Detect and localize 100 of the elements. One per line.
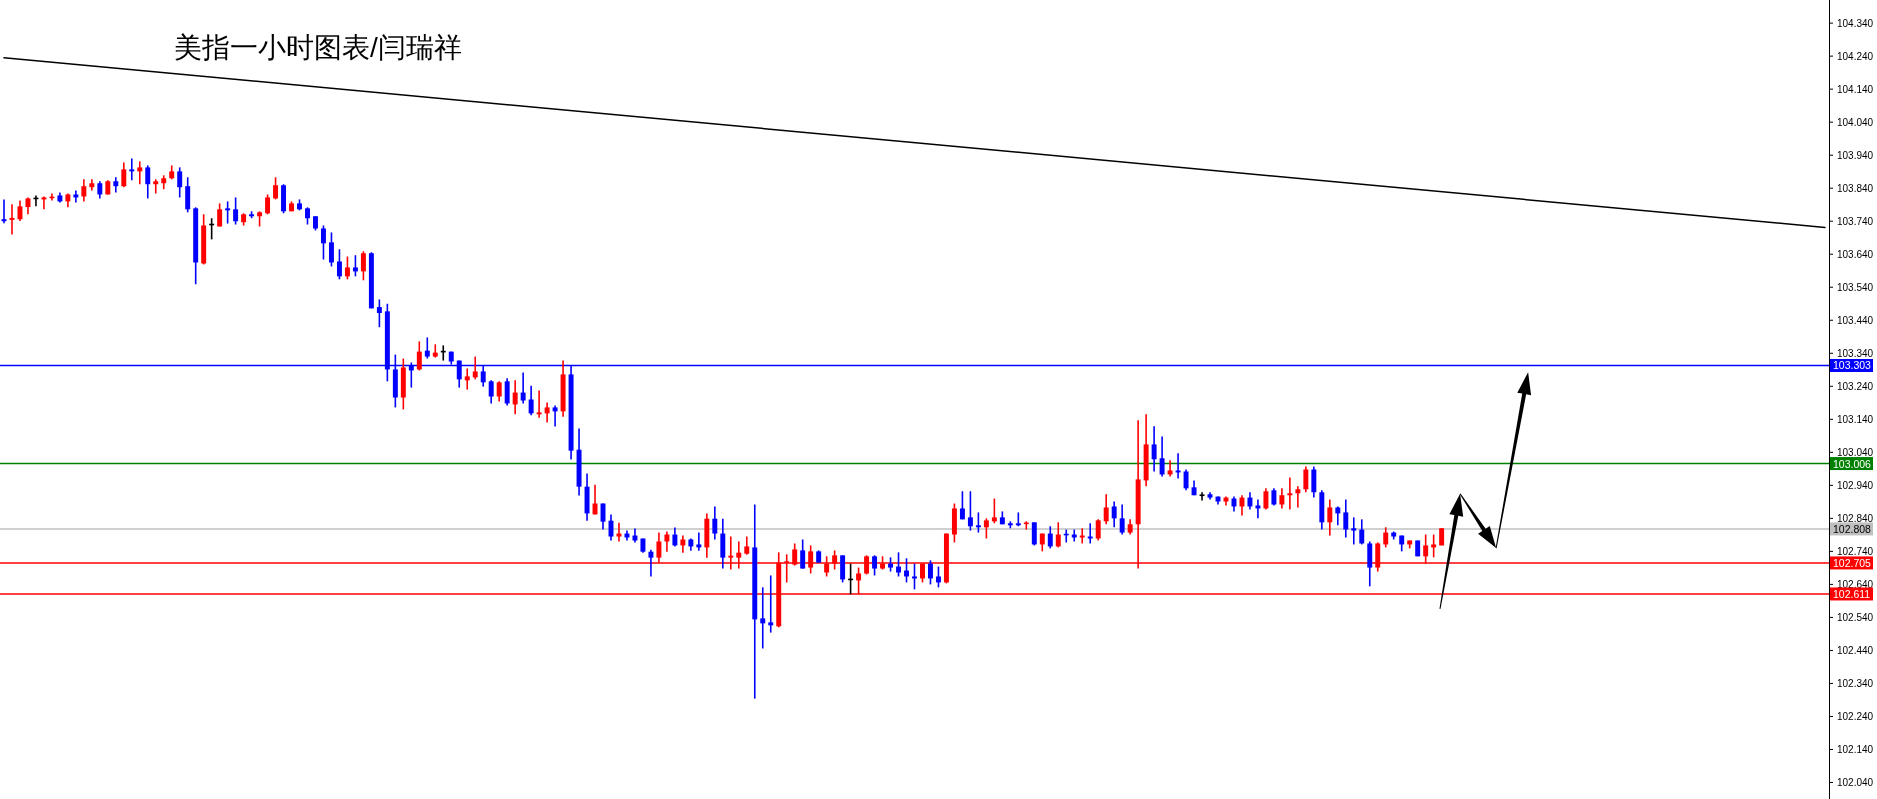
candlestick <box>1111 500 1117 529</box>
candlestick <box>225 200 231 225</box>
candlestick <box>1159 435 1165 478</box>
y-tick-label: 104.040 <box>1837 116 1874 128</box>
candlestick <box>975 511 981 534</box>
y-tick-label: 103.340 <box>1837 347 1874 359</box>
candlestick <box>648 548 654 578</box>
candlestick <box>1335 505 1341 527</box>
y-tick-label: 102.040 <box>1837 776 1874 788</box>
candlestick <box>1351 516 1357 546</box>
candlestick <box>672 526 678 548</box>
candlestick <box>768 574 774 634</box>
y-tick-label: 103.440 <box>1837 314 1874 326</box>
candlestick <box>1031 521 1037 547</box>
candlestick <box>1255 498 1261 520</box>
candlestick <box>1239 494 1245 517</box>
candlestick <box>328 231 334 268</box>
candlestick <box>1287 476 1293 511</box>
candlestick <box>81 178 87 203</box>
candlestick <box>967 490 973 532</box>
y-tick-label: 103.640 <box>1837 248 1874 260</box>
candlestick <box>265 193 271 216</box>
candlestick <box>536 389 542 419</box>
y-tick-label: 102.440 <box>1837 644 1874 656</box>
y-tick-label: 102.640 <box>1837 578 1874 590</box>
candlestick <box>528 384 534 417</box>
candlestick <box>424 336 430 360</box>
candlestick <box>991 497 997 525</box>
candlestick <box>488 379 494 405</box>
candlestick <box>233 196 239 226</box>
y-tick-label: 103.240 <box>1837 380 1874 392</box>
candlestick <box>1198 491 1206 502</box>
candlestick <box>1175 452 1181 480</box>
candlestick <box>376 298 382 328</box>
candlestick <box>872 554 878 577</box>
candlestick <box>137 160 143 186</box>
candlestick <box>1279 487 1285 510</box>
candlestick <box>744 535 750 556</box>
candlestick <box>1151 425 1157 473</box>
y-tick-label: 102.240 <box>1837 710 1874 722</box>
y-tick-label: 103.840 <box>1837 182 1874 194</box>
candlestick <box>983 517 989 540</box>
candlestick <box>472 355 478 381</box>
y-tick-label: 102.140 <box>1837 743 1874 755</box>
candlestick <box>41 195 47 211</box>
ref-line-label: 102.808 <box>1833 522 1872 535</box>
candlestick <box>185 176 191 214</box>
y-tick-label: 102.540 <box>1837 611 1874 623</box>
candlestick <box>1103 493 1109 526</box>
candlestick <box>928 559 933 586</box>
y-tick-label: 102.340 <box>1837 677 1874 689</box>
candlestick <box>360 250 366 282</box>
y-tick-label: 102.940 <box>1837 479 1874 491</box>
candlestick <box>504 377 510 407</box>
candlestick <box>464 367 470 391</box>
y-tick-label: 103.140 <box>1837 413 1874 425</box>
candlestick <box>1119 503 1125 536</box>
candlestick <box>544 401 550 424</box>
candlestick <box>512 379 518 416</box>
candlestick <box>696 531 702 552</box>
y-tick-label: 103.940 <box>1837 149 1874 161</box>
candlestick <box>552 404 558 428</box>
candlestick <box>320 224 326 261</box>
candlestick <box>496 380 502 403</box>
y-tick-label: 103.740 <box>1837 215 1874 227</box>
candlestick <box>416 340 422 372</box>
candlestick <box>1167 459 1173 478</box>
candlestick <box>1343 498 1349 539</box>
candlestick <box>520 371 526 405</box>
ref-line-label: 102.705 <box>1833 556 1872 569</box>
ref-line-label: 103.303 <box>1833 359 1872 372</box>
candlestick <box>352 254 358 278</box>
y-tick-label: 102.740 <box>1837 545 1874 557</box>
candlestick <box>760 586 766 650</box>
candlestick <box>1303 465 1309 494</box>
candlestick <box>177 166 183 199</box>
candlestick <box>1431 533 1437 559</box>
y-tick-label: 104.140 <box>1837 83 1874 95</box>
candlestick <box>145 164 151 200</box>
y-tick-label: 104.340 <box>1837 17 1874 29</box>
ref-line-label: 103.006 <box>1833 457 1872 470</box>
candlestick <box>1327 498 1333 537</box>
candlestick <box>912 562 917 591</box>
y-tick-label: 103.040 <box>1837 446 1874 458</box>
y-tick-label: 104.240 <box>1837 50 1874 62</box>
y-tick-label: 102.840 <box>1837 512 1874 524</box>
candlestick <box>273 176 279 201</box>
candlestick <box>1295 485 1301 509</box>
ref-line-label: 102.611 <box>1833 587 1871 600</box>
candlestick <box>896 551 901 578</box>
candlestick <box>935 565 941 589</box>
candlestick <box>1095 518 1101 542</box>
candlestick <box>1383 526 1389 549</box>
y-tick-label: 103.540 <box>1837 281 1874 293</box>
candlestick <box>1047 525 1053 550</box>
candlestick <box>1055 521 1061 549</box>
candlestick <box>17 199 23 222</box>
candlestick <box>1359 518 1365 546</box>
candlestick <box>712 505 718 541</box>
candlestick <box>1079 527 1085 545</box>
